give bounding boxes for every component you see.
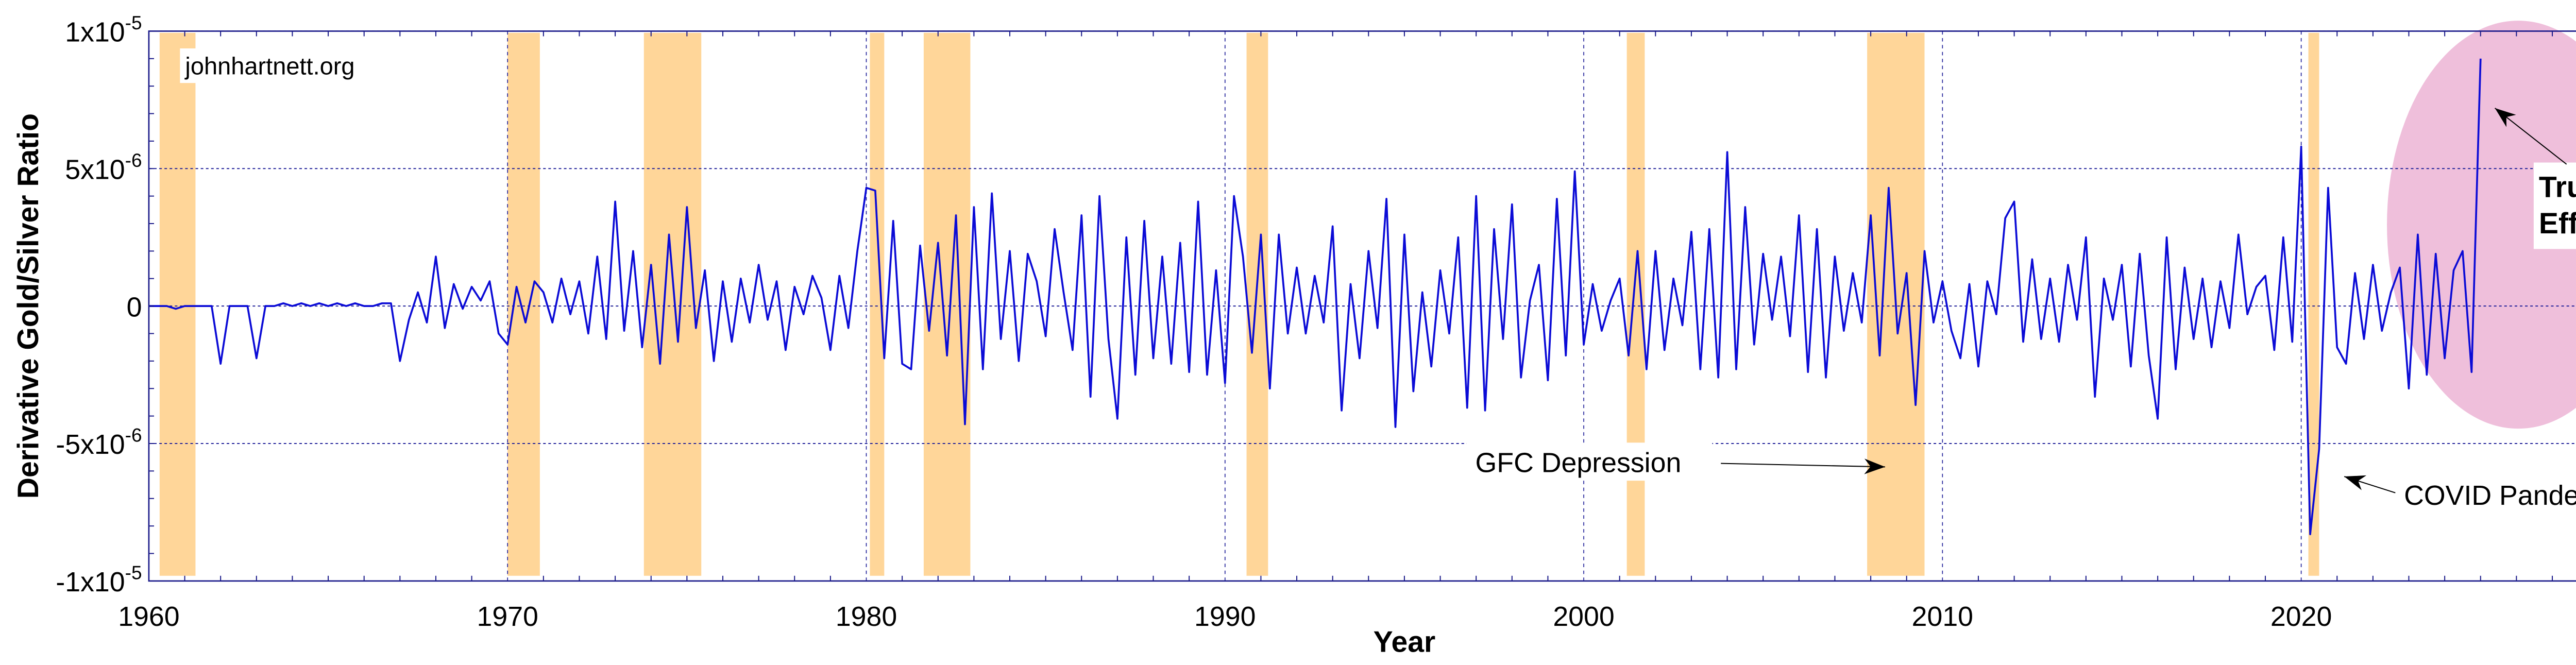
y-tick-exponent: -5 — [125, 12, 142, 33]
y-tick-label: -1x10-5 — [56, 562, 142, 598]
recession-bands — [159, 32, 2319, 576]
covid-label: COVID Pandemic — [2404, 480, 2576, 511]
annotations: johnhartnett.org GFC Depression COVID Pand… — [180, 48, 2576, 511]
trump-label-line2: Effect — [2539, 207, 2576, 240]
trump-effect-highlight-ellipse — [2387, 21, 2576, 429]
gfc-arrow-head — [1864, 458, 1885, 474]
y-tick-base: 0 — [127, 292, 142, 322]
y-axis-title: Derivative Gold/Silver Ratio — [12, 113, 45, 499]
recession-band — [159, 32, 196, 576]
y-tick-label: 0 — [127, 292, 142, 322]
series-layer — [148, 58, 2482, 535]
trump-arrow-line — [2494, 108, 2567, 165]
y-tick-exponent: -6 — [125, 425, 142, 446]
trump-label-background — [2533, 162, 2576, 249]
axis-labels: Year Derivative Gold/Silver Ratio 1960 19… — [12, 12, 2332, 658]
y-tick-label: 1x10-5 — [65, 12, 142, 47]
gfc-arrow-line — [1721, 463, 1885, 468]
gfc-label: GFC Depression — [1476, 447, 1682, 478]
y-tick-base: -1x10 — [56, 567, 125, 598]
covid-arrow-head — [2344, 475, 2367, 490]
recession-band — [2308, 32, 2319, 576]
trump-arrow-head — [2495, 108, 2516, 127]
y-tick-base: -5x10 — [56, 429, 125, 460]
y-tick-base: 5x10 — [65, 154, 125, 185]
gfc-label-background — [1466, 442, 1713, 481]
recession-band — [923, 32, 971, 576]
x-tick-label: 1990 — [1194, 601, 1256, 632]
y-tick-exponent: -6 — [125, 150, 142, 171]
plot-frame — [148, 30, 2576, 582]
y-tick-base: 1x10 — [65, 17, 125, 48]
y-tick-exponent: -5 — [125, 562, 142, 584]
x-tick-label: 2010 — [1912, 601, 1973, 632]
y-tick-label: -5x10-6 — [56, 425, 142, 460]
x-tick-label: 1960 — [118, 601, 179, 632]
x-tick-label: 1980 — [836, 601, 897, 632]
watermark-text: johnhartnett.org — [184, 52, 354, 79]
x-axis-title: Year — [1374, 625, 1436, 658]
highlight-layer — [2387, 21, 2576, 429]
watermark-background — [180, 48, 353, 83]
x-tick-label: 1970 — [477, 601, 538, 632]
recession-band — [507, 32, 540, 576]
series-line — [148, 58, 2482, 535]
x-tick-label: 2000 — [1553, 601, 1614, 632]
x-tick-label: 2020 — [2270, 601, 2332, 632]
y-tick-label: 5x10-6 — [65, 150, 142, 185]
recession-band — [643, 32, 702, 576]
trump-label-line1: Trump — [2539, 171, 2576, 204]
